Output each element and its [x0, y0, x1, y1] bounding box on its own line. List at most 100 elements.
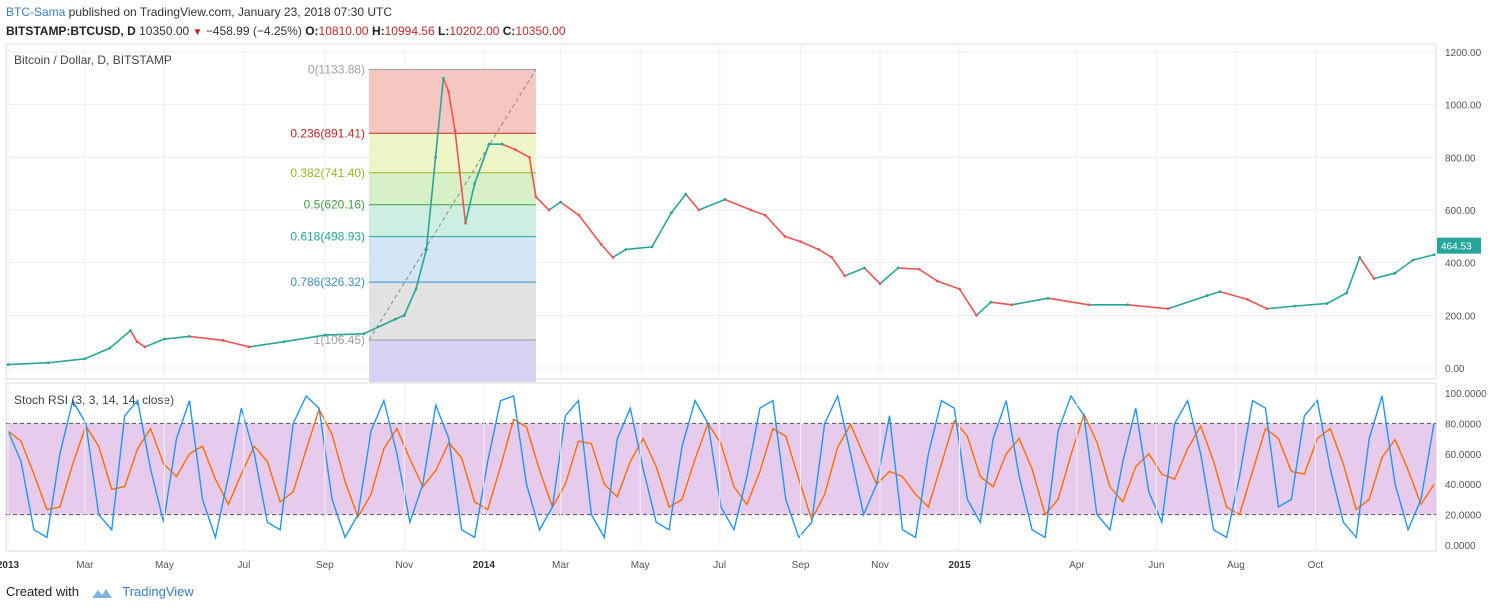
high-value: 10994.56 [384, 24, 435, 38]
price-point [434, 155, 437, 159]
time-tick-label: Jun [1148, 560, 1164, 571]
price-segment [612, 248, 627, 259]
price-point [799, 240, 802, 244]
price-segment [434, 78, 445, 158]
time-tick-label: Mar [76, 560, 94, 571]
price-segment [578, 214, 602, 245]
close-value: 10350.00 [515, 24, 566, 38]
price-segment [501, 143, 516, 151]
open-value: 10810.00 [318, 24, 369, 38]
chart-canvas[interactable]: 0(1133.88) 0.236(891.41) 0.382(741.40) 0.5(… [0, 0, 1501, 580]
time-axis: 2013 Mar May Jul Sep Nov 2014 Mar May Jul Sep Nov 20… [0, 383, 1323, 571]
fibonacci-retracement[interactable]: 0(1133.88) 0.236(891.41) 0.382(741.40) 0.5(… [290, 62, 537, 382]
price-tick-label: 200.00 [1445, 311, 1476, 322]
price-point [830, 256, 834, 259]
stoch-rsi-k-line [7, 393, 1435, 541]
price-point [362, 332, 366, 336]
price-point [1411, 258, 1415, 262]
price-segment [48, 357, 85, 364]
time-tick-label: Nov [395, 560, 413, 571]
price-segment [136, 341, 146, 348]
last-price-tag-bg [1437, 237, 1481, 254]
created-with-text: Created with [6, 584, 79, 599]
tradingview-logo-icon [91, 588, 112, 598]
price-point [843, 274, 847, 278]
price-segment [560, 201, 580, 216]
price-point [247, 345, 251, 349]
price-point [163, 337, 166, 341]
low-label: L: [438, 24, 450, 38]
price-segment [1011, 297, 1049, 306]
price-point [441, 76, 445, 80]
price-segment [958, 288, 978, 316]
price-point [989, 300, 993, 304]
down-arrow-icon: ▼ [192, 27, 203, 38]
price-segment [249, 340, 285, 348]
tradingview-link[interactable]: TradingView [122, 584, 194, 599]
price-point [559, 200, 563, 204]
price-tick-label: 1000.00 [1445, 101, 1482, 112]
price-segment [844, 267, 865, 277]
time-tick-label: Aug [1227, 560, 1245, 571]
rsi-tick-label: 60.0000 [1445, 450, 1482, 461]
price-point [453, 129, 457, 133]
price-point [414, 287, 418, 291]
time-tick-label: May [631, 560, 650, 571]
price-point [958, 287, 961, 291]
price-segment [818, 248, 833, 259]
fib-level-label: 0.786(326.32) [290, 275, 365, 289]
rsi-tick-label: 20.0000 [1445, 511, 1482, 522]
price-tick-label: 1200.00 [1445, 48, 1482, 59]
price-point [975, 313, 978, 317]
price-point [749, 208, 753, 212]
price-tick-label: 600.00 [1445, 206, 1476, 217]
price-segment [1127, 304, 1169, 310]
author-link[interactable]: BTC-Sama [6, 5, 66, 19]
price-point [323, 333, 327, 337]
price-point [1432, 253, 1436, 257]
price-point [935, 279, 939, 283]
price-point [624, 248, 628, 251]
price-segment [464, 183, 476, 224]
price-segment [222, 339, 250, 348]
fib-level-label: 0.618(498.93) [290, 230, 365, 244]
price-segment [1048, 297, 1089, 306]
time-tick-label: Nov [871, 560, 889, 571]
price-point [1166, 307, 1170, 311]
price-pane-frame [5, 43, 1437, 380]
rsi-band [6, 422, 1436, 516]
price-grid [6, 44, 1436, 379]
time-tick-label: Sep [792, 560, 810, 571]
price-point [723, 198, 727, 201]
price-point [1358, 256, 1362, 259]
chart-header: BTC-Sama published on TradingView.com, J… [6, 3, 566, 42]
price-point [1325, 302, 1329, 305]
price-segment [528, 157, 537, 197]
time-tick-label: Sep [316, 560, 334, 571]
price-segment [831, 256, 846, 277]
open-label: O: [305, 24, 319, 38]
symbol-label: BITSTAMP:BTCUSD, D [6, 24, 136, 38]
price-point [547, 208, 551, 212]
price-segment [1359, 256, 1375, 279]
rsi-tick-label: 80.0000 [1445, 419, 1482, 430]
price-axis: 1200.00 1000.00 800.00 600.00 400.00 200.00 0.… [1445, 48, 1482, 375]
price-point [1293, 304, 1296, 308]
price-segment [670, 193, 687, 214]
fib-trend-line [368, 69, 537, 341]
time-tick-label: May [155, 560, 174, 571]
price-point [402, 313, 406, 317]
price-segment [1167, 294, 1208, 310]
price-segment [625, 246, 652, 251]
price-segment [84, 347, 110, 360]
price-segment [1267, 305, 1295, 310]
price-point [862, 266, 866, 270]
price-point [599, 242, 603, 246]
time-tick-label: 2013 [0, 560, 20, 571]
price-point [917, 267, 921, 271]
price-point [393, 317, 397, 321]
price-point [221, 338, 225, 342]
price-point [282, 340, 286, 344]
rsi-series [7, 393, 1435, 541]
ohlc-line: BITSTAMP:BTCUSD, D 10350.00 ▼ −458.99 (−… [6, 22, 566, 42]
